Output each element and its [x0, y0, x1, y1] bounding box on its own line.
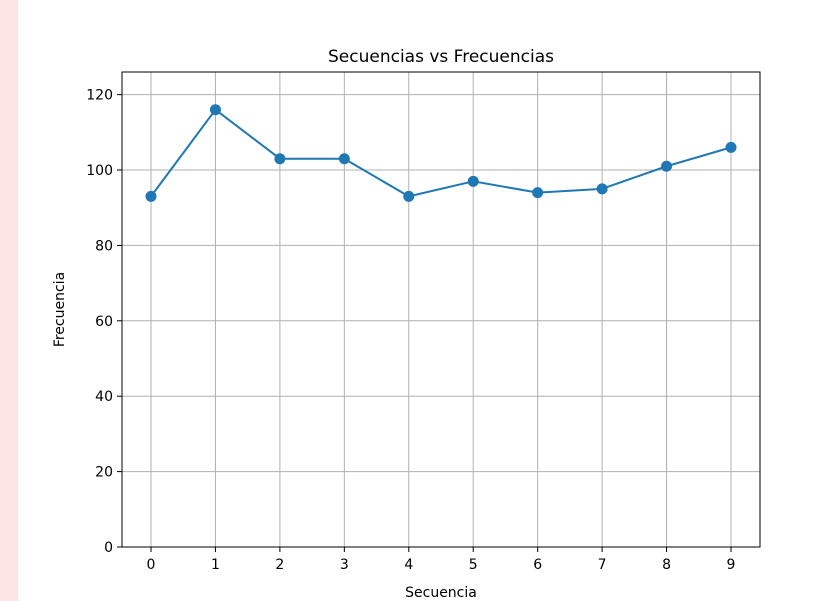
y-axis-label: Frecuencia [52, 272, 68, 347]
x-tick-label: 8 [662, 557, 671, 573]
y-tick-label: 20 [95, 465, 113, 481]
plot-area-frame [121, 71, 761, 548]
data-point [532, 187, 544, 199]
y-tick-label: 120 [86, 88, 113, 104]
x-tick-label: 5 [469, 557, 478, 573]
data-point [274, 153, 286, 165]
series-layer [145, 104, 737, 202]
x-tick-label: 0 [147, 557, 156, 573]
y-tick-label: 0 [104, 540, 113, 556]
data-point [596, 183, 608, 195]
y-tick-label: 40 [95, 389, 113, 405]
grid-lines [122, 72, 760, 548]
left-accent-strip [0, 0, 18, 601]
data-point [661, 160, 673, 172]
data-point [467, 175, 479, 187]
x-tick-label: 6 [533, 557, 542, 573]
data-point [209, 104, 221, 116]
data-point [725, 141, 737, 153]
x-tick-label: 3 [340, 557, 349, 573]
x-tick-label: 7 [598, 557, 607, 573]
chart-title: Secuencias vs Frecuencias [328, 47, 554, 67]
data-point [145, 190, 157, 202]
y-tick-label: 80 [95, 238, 113, 254]
axis-ticks: 0 1 2 3 4 5 6 7 8 9 0 20 40 60 80 100 120 [86, 88, 735, 573]
data-point [403, 190, 415, 202]
x-tick-label: 4 [404, 557, 413, 573]
y-tick-label: 100 [86, 163, 113, 179]
x-tick-label: 9 [727, 557, 736, 573]
x-tick-label: 2 [275, 557, 284, 573]
series-line [150, 108, 732, 198]
x-axis-label: Secuencia [405, 585, 477, 601]
data-point [338, 153, 350, 165]
y-tick-label: 60 [95, 314, 113, 330]
x-tick-label: 1 [211, 557, 220, 573]
